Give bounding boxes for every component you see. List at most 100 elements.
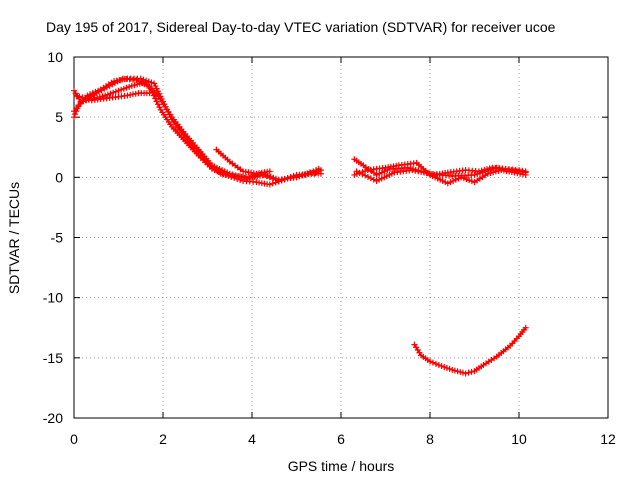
- series-line: [413, 327, 527, 375]
- data-point: [465, 369, 472, 376]
- data-point: [118, 86, 125, 93]
- data-point: [136, 80, 143, 87]
- y-tick-label: -10: [43, 290, 63, 306]
- data-point: [438, 363, 445, 370]
- data-point: [156, 104, 163, 111]
- data-point: [124, 92, 131, 99]
- data-point: [488, 166, 495, 173]
- data-point: [115, 87, 122, 94]
- data-point: [441, 363, 448, 370]
- series-track-b: [71, 75, 322, 188]
- data-point: [139, 79, 146, 86]
- data-point: [449, 366, 456, 373]
- data-point: [79, 94, 86, 101]
- axis-ticks: [73, 56, 609, 419]
- data-point: [129, 91, 136, 98]
- data-point: [238, 173, 245, 180]
- data-point: [269, 175, 276, 182]
- data-point: [462, 370, 469, 377]
- data-point: [287, 173, 294, 180]
- data-point: [281, 175, 288, 182]
- data-point: [427, 358, 433, 365]
- data-point: [146, 90, 153, 97]
- x-tick-label: 4: [248, 431, 256, 447]
- series-track-d: [73, 90, 153, 104]
- data-point: [367, 175, 374, 182]
- x-axis-label: GPS time / hours: [288, 458, 395, 474]
- data-point: [468, 368, 475, 375]
- data-point: [152, 95, 159, 102]
- data-point: [244, 175, 251, 182]
- data-point: [132, 90, 139, 97]
- x-tick-label: 0: [70, 431, 78, 447]
- data-point: [468, 178, 475, 185]
- series-track-a: [71, 75, 324, 183]
- grid-lines: [74, 57, 608, 418]
- data-point: [269, 180, 276, 187]
- data-point: [459, 369, 466, 376]
- data-point: [454, 368, 461, 375]
- data-point: [362, 172, 369, 179]
- data-point: [131, 82, 138, 89]
- y-tick-label: 5: [55, 109, 63, 125]
- data-point: [104, 91, 111, 98]
- data-point: [73, 92, 80, 99]
- data-point: [356, 169, 363, 176]
- data-point: [429, 359, 436, 366]
- series-track-g: [351, 159, 529, 187]
- y-tick-label: -20: [43, 410, 63, 426]
- x-tick-label: 8: [426, 431, 434, 447]
- data-point: [247, 174, 254, 181]
- x-tick-label: 2: [159, 431, 167, 447]
- data-point: [226, 170, 233, 177]
- data-point: [77, 98, 84, 105]
- data-point: [266, 174, 273, 181]
- data-point: [107, 90, 114, 97]
- data-point: [451, 367, 458, 374]
- data-point: [432, 360, 439, 367]
- data-point: [317, 167, 324, 174]
- data-point: [446, 365, 453, 372]
- data-point: [120, 85, 127, 92]
- series-track-h: [353, 164, 529, 184]
- data-point: [415, 168, 422, 175]
- data-point: [85, 96, 92, 103]
- data-point: [457, 369, 464, 376]
- series-track-e: [213, 146, 273, 177]
- data-point: [435, 362, 442, 369]
- data-point: [235, 173, 242, 180]
- data-point: [482, 168, 489, 175]
- data-point: [421, 169, 428, 176]
- data-point: [479, 169, 486, 176]
- data-point: [275, 177, 282, 184]
- data-point: [409, 167, 416, 174]
- data-point: [370, 176, 377, 183]
- data-point: [266, 168, 273, 175]
- y-tick-label: 0: [55, 169, 63, 185]
- chart-title: Day 195 of 2017, Sidereal Day-to-day VTE…: [46, 19, 556, 35]
- y-tick-labels: -20 -15 -10 -5 0 5 10: [43, 49, 63, 426]
- data-point: [477, 170, 484, 177]
- data-point: [272, 176, 279, 183]
- data-point: [463, 176, 470, 183]
- data-point: [424, 170, 431, 177]
- data-point: [284, 174, 291, 181]
- data-point: [134, 81, 141, 88]
- data-point: [153, 98, 160, 105]
- data-point: [365, 173, 372, 180]
- data-point: [290, 172, 297, 179]
- data-point: [450, 177, 457, 184]
- data-point: [466, 177, 473, 184]
- data-series: [71, 75, 529, 377]
- y-tick-label: -5: [51, 230, 64, 246]
- data-point: [237, 176, 244, 183]
- data-point: [229, 171, 236, 178]
- data-point: [443, 364, 450, 371]
- x-tick-label: 12: [600, 431, 616, 447]
- data-point: [447, 179, 454, 186]
- data-point: [474, 171, 481, 178]
- y-tick-label: 10: [47, 49, 63, 65]
- data-point: [249, 173, 256, 180]
- data-point: [154, 101, 161, 108]
